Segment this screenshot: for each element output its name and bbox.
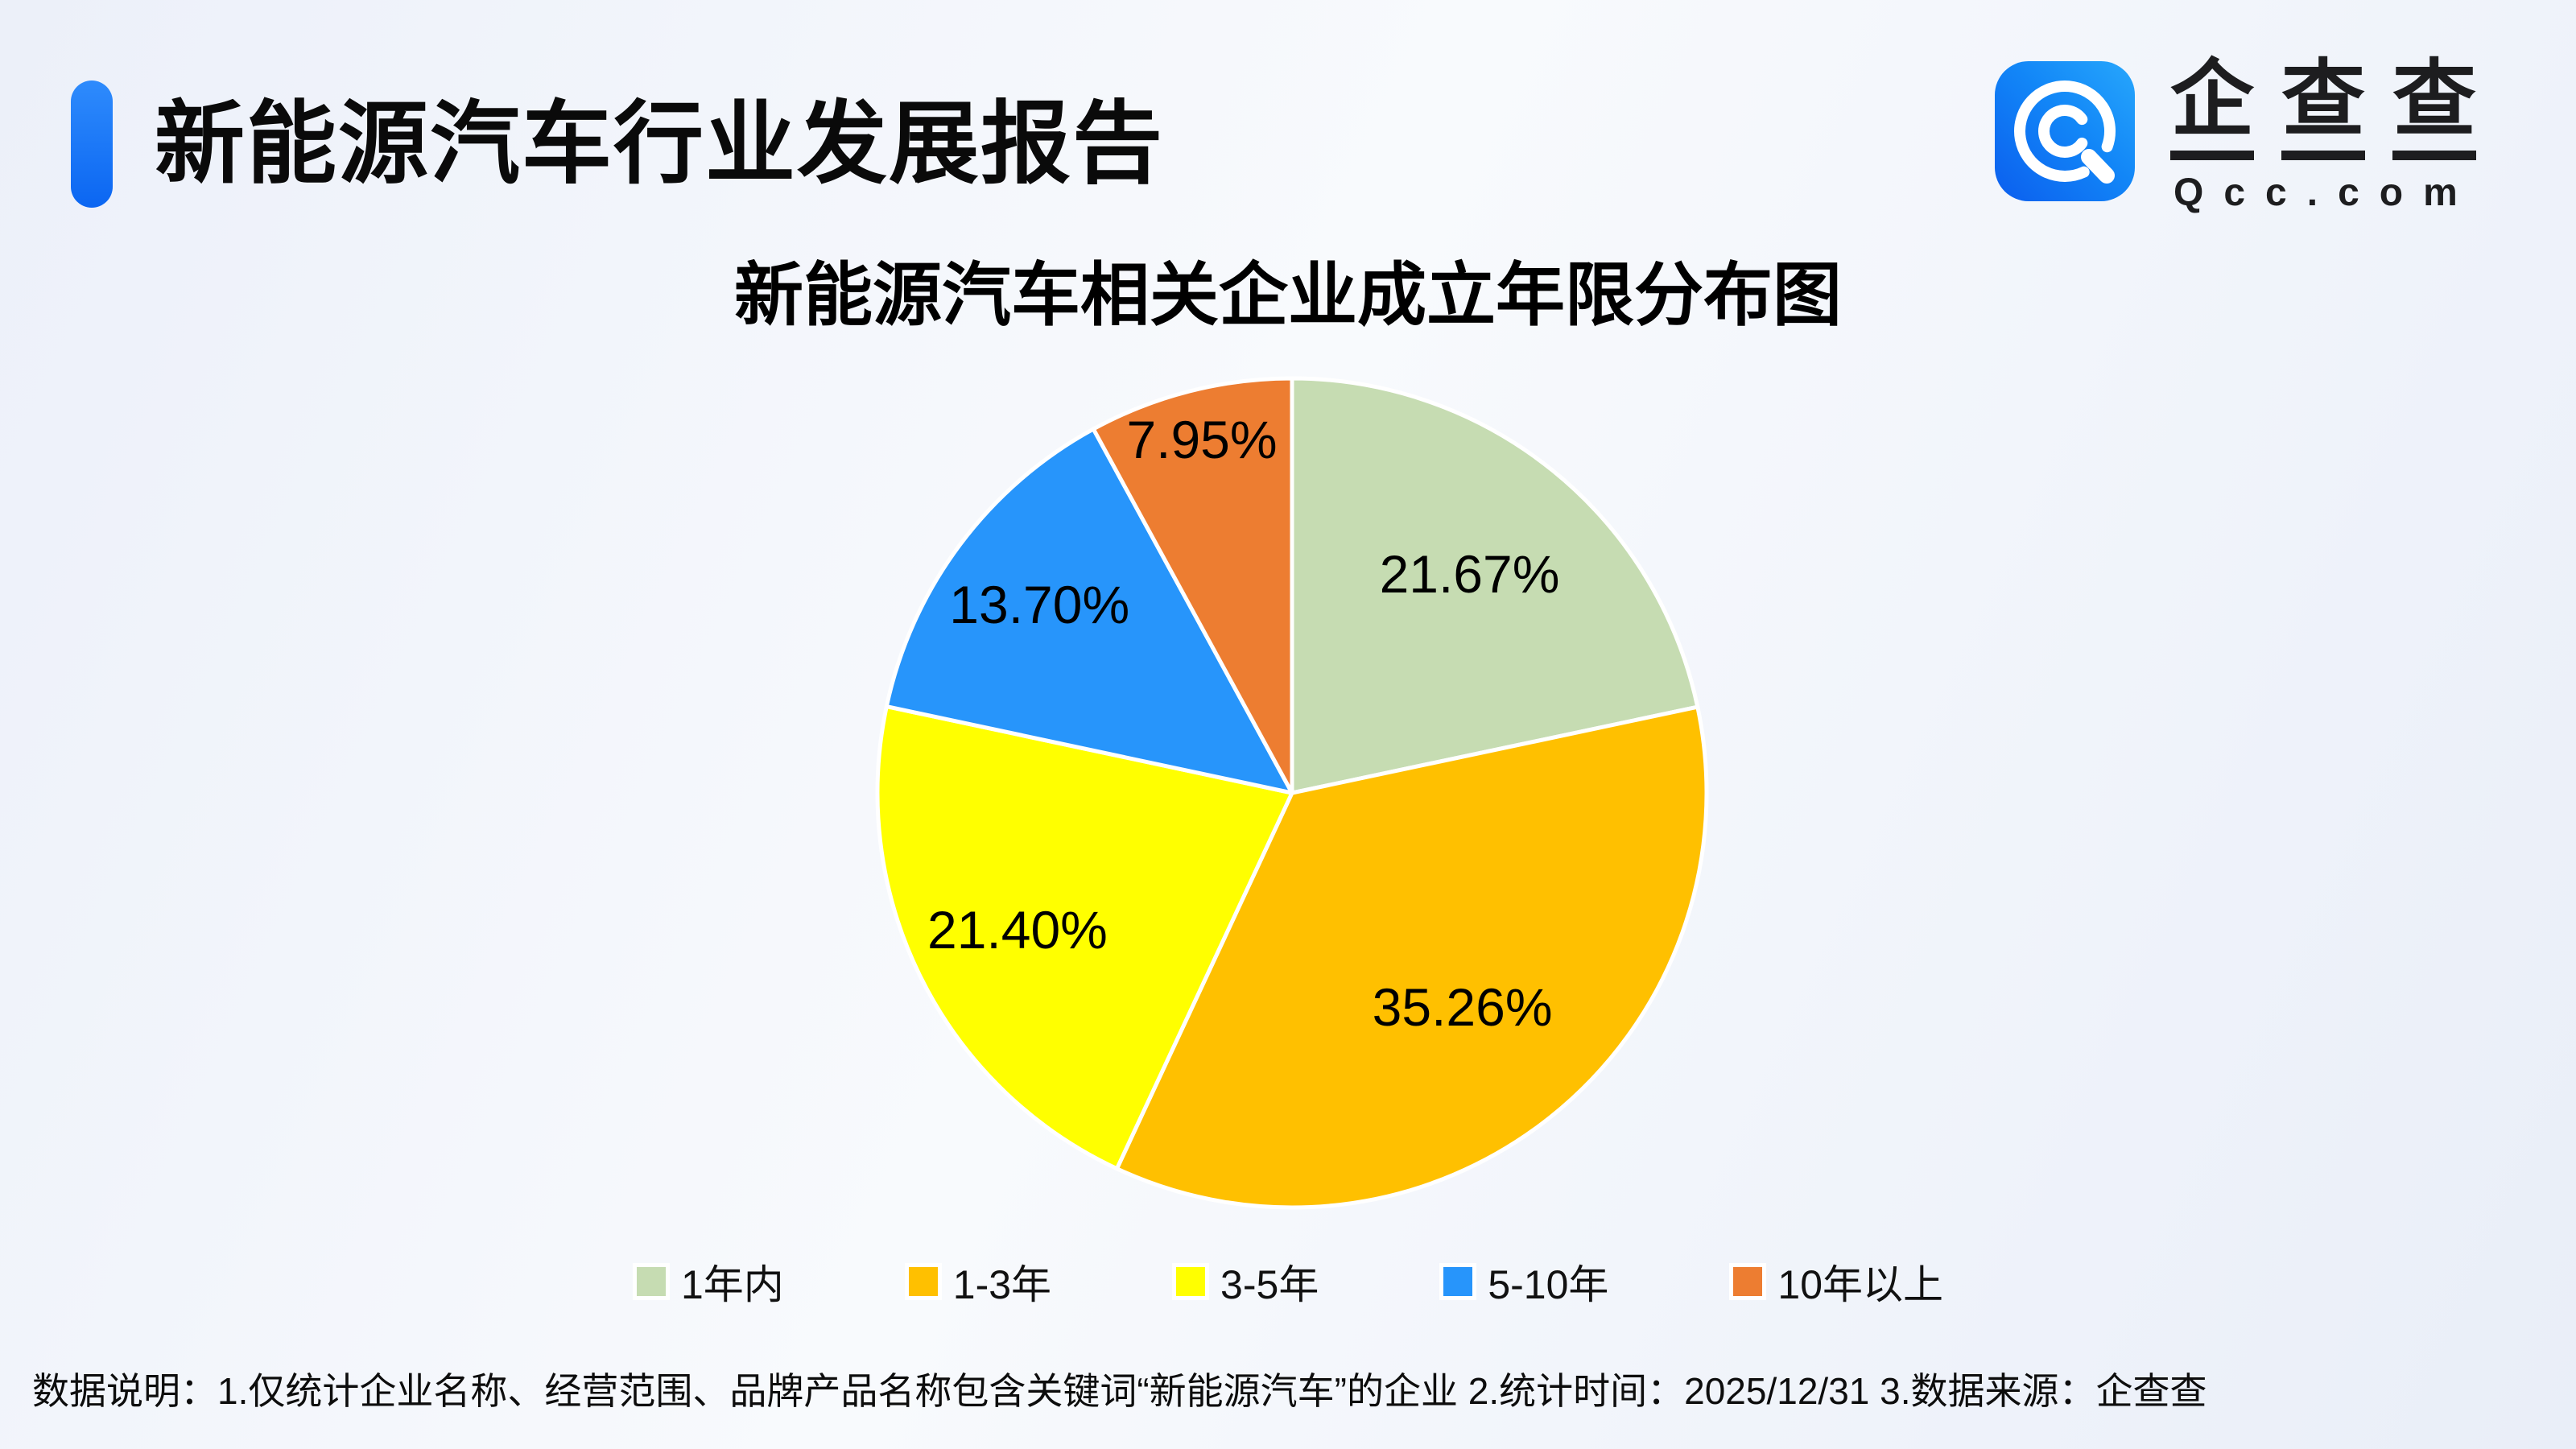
legend: 1年内 1-3年 3-5年 5-10年 10年以上 bbox=[0, 1253, 2576, 1311]
legend-item-2: 3-5年 bbox=[1172, 1253, 1319, 1311]
legend-label: 5-10年 bbox=[1488, 1262, 1609, 1307]
legend-item-1: 1-3年 bbox=[904, 1253, 1052, 1311]
qcc-logo bbox=[1995, 61, 2135, 201]
brand-name-char: 企 bbox=[2170, 56, 2255, 161]
brand-name: 企 查 查 bbox=[2170, 56, 2476, 161]
pie-chart: 21.67% 35.26% 21.40% 13.70% 7.95% bbox=[873, 374, 1711, 1212]
pie-slice-1 bbox=[1114, 704, 1709, 1210]
legend-swatch bbox=[632, 1263, 670, 1300]
pie-slice-0 bbox=[1290, 376, 1700, 795]
chart-title: 新能源汽车相关企业成立年限分布图 bbox=[734, 257, 1842, 334]
page-title: 新能源汽车行业发展报告 bbox=[155, 93, 1164, 194]
legend-swatch bbox=[1172, 1263, 1210, 1300]
legend-swatch bbox=[904, 1263, 942, 1300]
brand-name-char: 查 bbox=[2392, 56, 2476, 161]
legend-label: 10年以上 bbox=[1777, 1262, 1944, 1307]
qcc-magnifier-icon bbox=[2014, 80, 2116, 184]
pie-slice-label: 13.70% bbox=[949, 575, 1129, 634]
pie-slice-2 bbox=[875, 704, 1294, 1171]
brand-domain: Qcc.com bbox=[2174, 171, 2478, 214]
pie-slice-4 bbox=[1091, 376, 1294, 795]
pie-slice-label: 35.26% bbox=[1373, 977, 1553, 1037]
pie-slice-label: 21.67% bbox=[1380, 544, 1560, 604]
pie-slice-label: 21.40% bbox=[927, 900, 1108, 960]
legend-label: 3-5年 bbox=[1220, 1262, 1319, 1307]
legend-swatch bbox=[1729, 1263, 1767, 1300]
legend-label: 1年内 bbox=[680, 1262, 784, 1307]
header-accent-bar bbox=[71, 80, 113, 208]
brand-name-char: 查 bbox=[2281, 56, 2365, 161]
footer-note: 数据说明：1.仅统计企业名称、经营范围、品牌产品名称包含关键词“新能源汽车”的企… bbox=[32, 1370, 2207, 1412]
legend-swatch bbox=[1439, 1263, 1477, 1300]
legend-item-0: 1年内 bbox=[632, 1253, 784, 1311]
pie-slice-3 bbox=[884, 427, 1294, 795]
legend-item-3: 5-10年 bbox=[1439, 1253, 1608, 1311]
legend-item-4: 10年以上 bbox=[1729, 1253, 1943, 1311]
legend-label: 1-3年 bbox=[952, 1262, 1052, 1307]
pie-slice-label: 7.95% bbox=[1126, 410, 1277, 469]
